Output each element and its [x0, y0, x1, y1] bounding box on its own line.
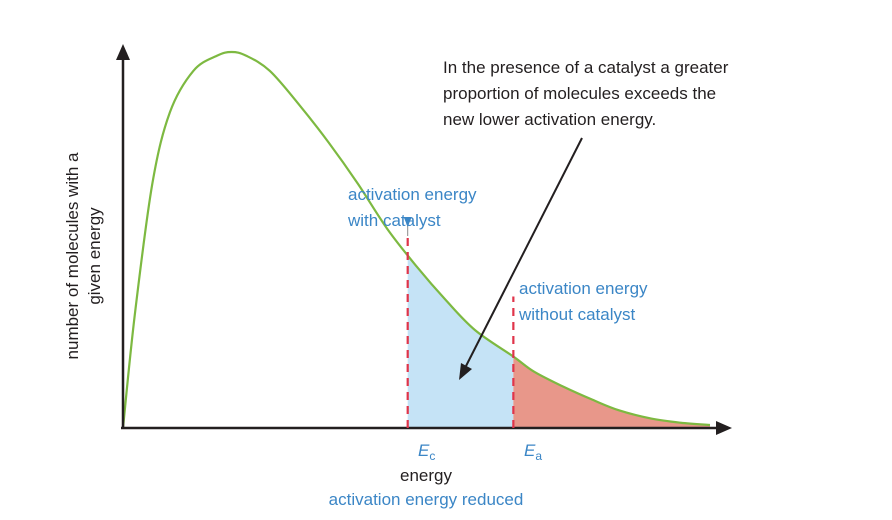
y-axis-label-line-2: given energy	[85, 207, 104, 305]
annotation-with-catalyst: activation energy with catalyst	[347, 185, 477, 230]
y-axis-arrowhead	[116, 44, 130, 60]
pointer-arrowhead-ec	[403, 217, 412, 228]
annotation-note: In the presence of a catalyst a greater …	[443, 58, 729, 129]
annotation-note-line-3: new lower activation energy.	[443, 110, 656, 129]
annotation-arrowhead	[459, 363, 472, 380]
annotation-with-catalyst-line-1: activation energy	[348, 185, 477, 204]
shaded-region-catalyst	[407, 255, 514, 428]
annotation-note-line-1: In the presence of a catalyst a greater	[443, 58, 729, 77]
tick-label-ec: Ec	[418, 441, 435, 463]
tick-label-ea: Ea	[524, 441, 542, 463]
chart-caption: activation energy reduced	[329, 490, 524, 509]
x-axis-arrowhead	[716, 421, 732, 435]
annotation-with-catalyst-line-2: with catalyst	[347, 211, 441, 230]
annotation-without-catalyst-line-2: without catalyst	[518, 305, 635, 324]
y-axis-label: number of molecules with a given energy	[63, 152, 104, 359]
annotation-without-catalyst: activation energy without catalyst	[518, 279, 648, 324]
shaded-region-uncatalysed	[513, 356, 710, 428]
distribution-curve	[121, 50, 711, 429]
annotation-without-catalyst-line-1: activation energy	[519, 279, 648, 298]
x-axis-label: energy	[400, 466, 452, 485]
annotation-arrow-line	[464, 137, 583, 369]
y-axis-label-line-1: number of molecules with a	[63, 152, 82, 359]
annotation-note-line-2: proportion of molecules exceeds the	[443, 84, 716, 103]
